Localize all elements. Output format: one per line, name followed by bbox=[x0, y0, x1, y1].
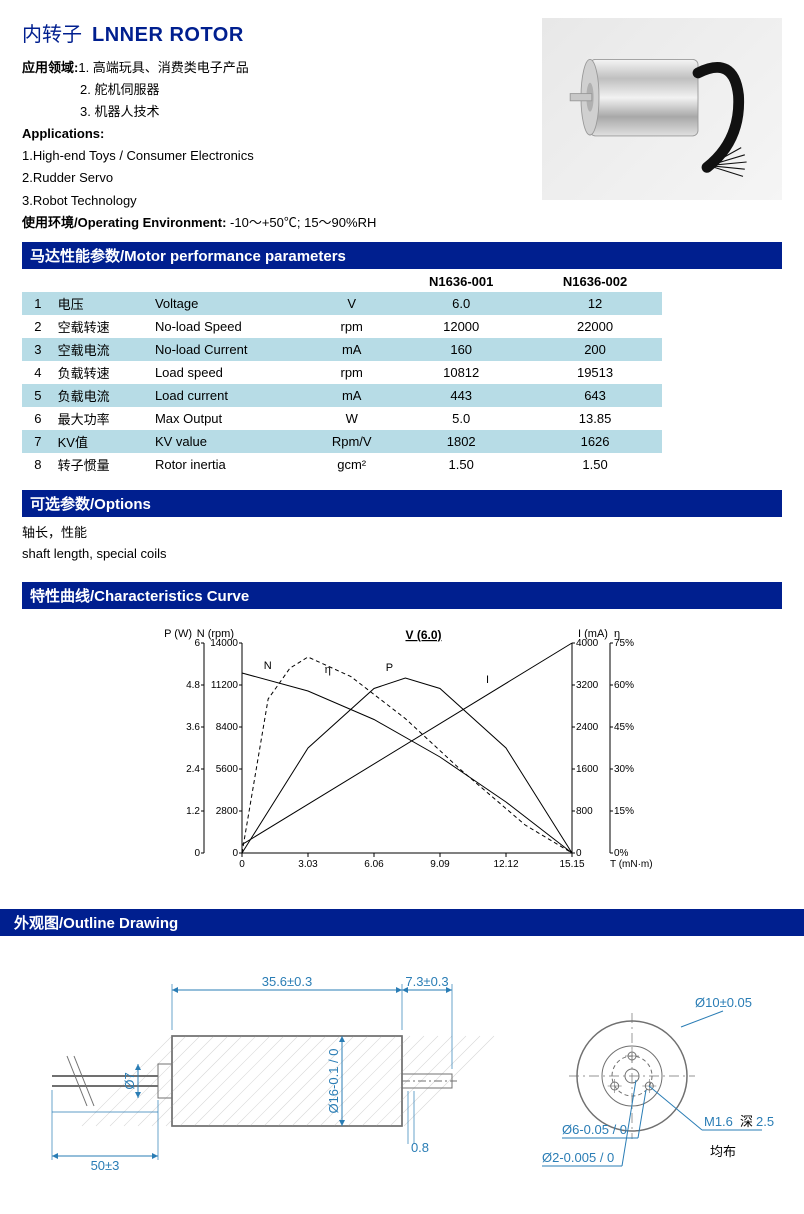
svg-text:Ø2-0.005 / 0: Ø2-0.005 / 0 bbox=[542, 1150, 614, 1165]
svg-text:η: η bbox=[614, 628, 620, 640]
svg-text:60%: 60% bbox=[614, 680, 634, 691]
svg-text:45%: 45% bbox=[614, 722, 634, 733]
section-options: 可选参数/Options bbox=[22, 490, 782, 517]
svg-text:Ø7: Ø7 bbox=[122, 1073, 137, 1090]
svg-text:Ø10±0.05: Ø10±0.05 bbox=[695, 995, 752, 1010]
title-cn: 内转子 bbox=[22, 18, 82, 47]
section-drawing: 外观图/Outline Drawing bbox=[0, 909, 804, 936]
svg-text:0: 0 bbox=[194, 848, 200, 859]
table-row: 5负载电流Load currentmA443643 bbox=[22, 384, 662, 407]
characteristics-chart: 0 3.03 6.06 9.09 12.12 15.15 T (mN·m) 0 1.2 2.4 3.… bbox=[152, 623, 652, 883]
svg-text:N: N bbox=[264, 660, 272, 672]
svg-text:I (mA): I (mA) bbox=[578, 628, 608, 640]
svg-text:4.8: 4.8 bbox=[186, 680, 200, 691]
svg-text:2400: 2400 bbox=[576, 722, 599, 733]
section-curve: 特性曲线/Characteristics Curve bbox=[22, 582, 782, 609]
section-params: 马达性能参数/Motor performance parameters bbox=[22, 242, 782, 269]
table-row: 1电压VoltageV6.012 bbox=[22, 292, 662, 315]
svg-text:3.6: 3.6 bbox=[186, 722, 200, 733]
svg-text:6.06: 6.06 bbox=[364, 859, 384, 870]
model-col-0: N1636-001 bbox=[394, 271, 528, 292]
svg-text:7.3±0.3: 7.3±0.3 bbox=[405, 974, 448, 989]
svg-text:3.03: 3.03 bbox=[298, 859, 318, 870]
motor-illustration bbox=[554, 27, 770, 191]
svg-text:均布: 均布 bbox=[710, 1144, 736, 1159]
svg-text:P (W): P (W) bbox=[164, 628, 192, 640]
svg-text:1.2: 1.2 bbox=[186, 806, 200, 817]
table-row: 2空载转速No-load Speedrpm1200022000 bbox=[22, 315, 662, 338]
svg-text:0: 0 bbox=[232, 848, 238, 859]
table-row: 6最大功率Max OutputW5.013.85 bbox=[22, 407, 662, 430]
svg-text:0: 0 bbox=[239, 859, 245, 870]
svg-text:50±3: 50±3 bbox=[91, 1158, 120, 1173]
svg-text:30%: 30% bbox=[614, 764, 634, 775]
svg-text:800: 800 bbox=[576, 806, 593, 817]
svg-text:35.6±0.3: 35.6±0.3 bbox=[262, 974, 313, 989]
svg-text:V (6.0): V (6.0) bbox=[405, 628, 441, 642]
svg-text:3200: 3200 bbox=[576, 680, 599, 691]
table-row: 8转子惯量Rotor inertiagcm²1.501.50 bbox=[22, 453, 662, 476]
svg-text:15.15: 15.15 bbox=[559, 859, 584, 870]
svg-text:η: η bbox=[325, 664, 331, 676]
svg-text:11200: 11200 bbox=[211, 680, 239, 691]
svg-text:12.12: 12.12 bbox=[493, 859, 518, 870]
svg-text:P: P bbox=[386, 662, 393, 674]
apps-cn-label: 应用领域: bbox=[22, 60, 78, 75]
svg-text:15%: 15% bbox=[614, 806, 634, 817]
svg-text:2800: 2800 bbox=[216, 806, 239, 817]
params-table: N1636-001 N1636-002 1电压VoltageV6.0122空载转… bbox=[22, 271, 662, 476]
model-col-1: N1636-002 bbox=[528, 271, 662, 292]
svg-text:Ø6-0.05 / 0: Ø6-0.05 / 0 bbox=[562, 1122, 627, 1137]
options-body: 轴长，性能 shaft length, special coils bbox=[22, 517, 782, 577]
svg-text:Ø16-0.1 / 0: Ø16-0.1 / 0 bbox=[326, 1049, 341, 1114]
svg-text:M1.6: M1.6 bbox=[704, 1114, 733, 1129]
env-label: 使用环境/Operating Environment: bbox=[22, 215, 226, 230]
svg-text:8400: 8400 bbox=[216, 722, 239, 733]
env-value: -10～+50℃; 15～90%RH bbox=[230, 215, 376, 230]
title-en: LNNER ROTOR bbox=[92, 24, 244, 47]
options-en: shaft length, special coils bbox=[22, 544, 782, 565]
svg-text:0%: 0% bbox=[614, 848, 629, 859]
table-row: 4负载转速Load speedrpm1081219513 bbox=[22, 361, 662, 384]
svg-text:T (mN·m): T (mN·m) bbox=[610, 859, 652, 870]
outline-drawing: 35.6±0.37.3±0.3Ø16-0.1 / 0Ø750±30.8Ø10±0… bbox=[22, 956, 782, 1186]
svg-text:0: 0 bbox=[576, 848, 582, 859]
product-photo bbox=[542, 18, 782, 200]
table-row: 3空载电流No-load CurrentmA160200 bbox=[22, 338, 662, 361]
svg-text:1600: 1600 bbox=[576, 764, 599, 775]
svg-text:I: I bbox=[486, 674, 489, 686]
svg-text:2.4: 2.4 bbox=[186, 764, 200, 775]
apps-cn-0: 1. 高端玩具、消费类电子产品 bbox=[78, 60, 248, 75]
options-cn: 轴长，性能 bbox=[22, 523, 782, 544]
table-row: 7KV值KV valueRpm/V18021626 bbox=[22, 430, 662, 453]
svg-text:9.09: 9.09 bbox=[430, 859, 450, 870]
svg-text:N (rpm): N (rpm) bbox=[197, 628, 234, 640]
svg-text:2.5: 2.5 bbox=[756, 1114, 774, 1129]
svg-text:5600: 5600 bbox=[216, 764, 239, 775]
svg-text:深: 深 bbox=[740, 1114, 753, 1129]
